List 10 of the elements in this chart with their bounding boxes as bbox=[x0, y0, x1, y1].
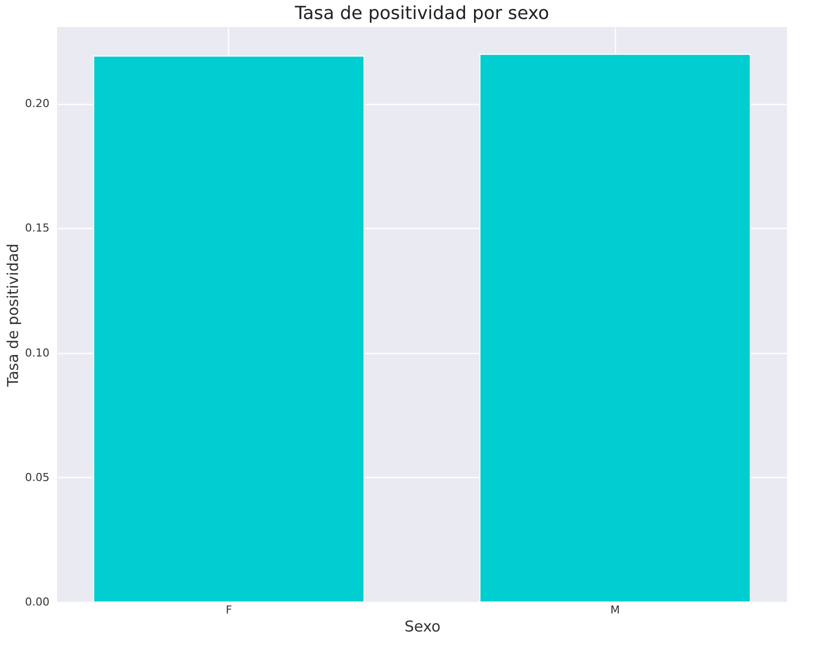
chart-title: Tasa de positividad por sexo bbox=[294, 3, 550, 24]
x-axis-title: Sexo bbox=[404, 618, 441, 636]
y-tick-label: 0.05 bbox=[25, 470, 50, 484]
y-tick-label: 0.00 bbox=[25, 596, 50, 608]
x-tick-label: M bbox=[610, 604, 620, 616]
y-tick-label: 0.10 bbox=[25, 346, 50, 360]
y-axis-title: Tasa de positividad bbox=[4, 243, 22, 388]
y-tick-label: 0.15 bbox=[25, 222, 50, 235]
y-tick-label: 0.20 bbox=[25, 97, 50, 110]
x-tick-label: F bbox=[226, 604, 232, 616]
